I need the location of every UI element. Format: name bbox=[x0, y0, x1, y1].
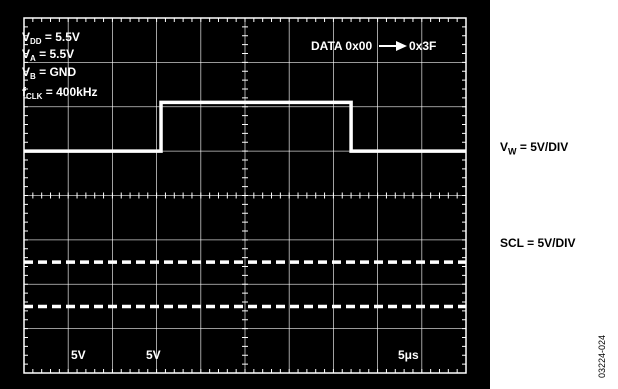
scope-traces bbox=[24, 100, 466, 309]
ch2-scale-label: 5V bbox=[146, 348, 161, 362]
timebase-label: 5μs bbox=[398, 348, 419, 362]
data-annotation-start: DATA 0x00 bbox=[311, 39, 372, 53]
data-annotation-end: 0x3F bbox=[409, 39, 436, 53]
vw-trace bbox=[24, 100, 466, 153]
setting-vdd: VDD = 5.5V bbox=[22, 30, 80, 46]
scl-channel-label: SCL = 5V/DIV bbox=[500, 236, 576, 250]
setting-vb: VB = GND bbox=[22, 65, 76, 81]
setting-fclk: fCLK = 400kHz bbox=[22, 85, 98, 101]
arrow-right-icon bbox=[379, 41, 407, 51]
ch1-scale-label: 5V bbox=[71, 348, 86, 362]
setting-va: VA = 5.5V bbox=[22, 47, 74, 63]
figure-id: 03224-024 bbox=[597, 334, 607, 378]
vw-channel-label: VW = 5V/DIV bbox=[500, 140, 569, 157]
